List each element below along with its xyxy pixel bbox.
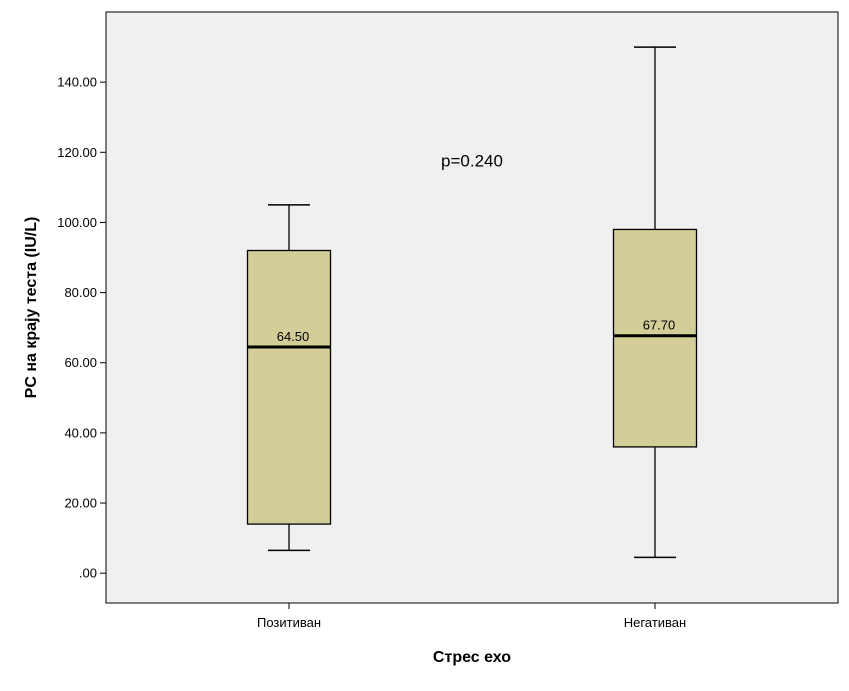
plot-area [105, 11, 839, 604]
x-tick-label: Позитиван [257, 615, 321, 630]
y-tick-label: .00 [79, 566, 97, 581]
p-value-annotation: p=0.240 [441, 151, 503, 170]
y-tick-label: 60.00 [64, 355, 97, 370]
y-tick-label: 120.00 [57, 145, 97, 160]
x-axis: Позитиван Негативан [257, 603, 686, 630]
y-tick-label: 20.00 [64, 496, 97, 511]
y-axis-title: PC на крају теста (IU/L) [23, 217, 40, 399]
y-tick-label: 140.00 [57, 75, 97, 90]
x-axis-title: Стрес ехо [433, 649, 511, 666]
y-tick-label: 40.00 [64, 425, 97, 440]
iqr-box [246, 249, 332, 525]
x-tick-label: Негативан [624, 615, 686, 630]
box-group: 64.50 [246, 204, 332, 552]
y-axis: .00 20.00 40.00 60.00 80.00 100.00 120.00 140.0… [57, 75, 106, 581]
y-tick-label: 100.00 [57, 215, 97, 230]
median-label: 67.70 [643, 318, 676, 333]
box-group: 67.70 [612, 46, 698, 559]
median-label: 64.50 [277, 329, 310, 344]
iqr-box [612, 228, 698, 448]
y-tick-label: 80.00 [64, 285, 97, 300]
boxes: 64.50 67.70 [246, 46, 698, 559]
